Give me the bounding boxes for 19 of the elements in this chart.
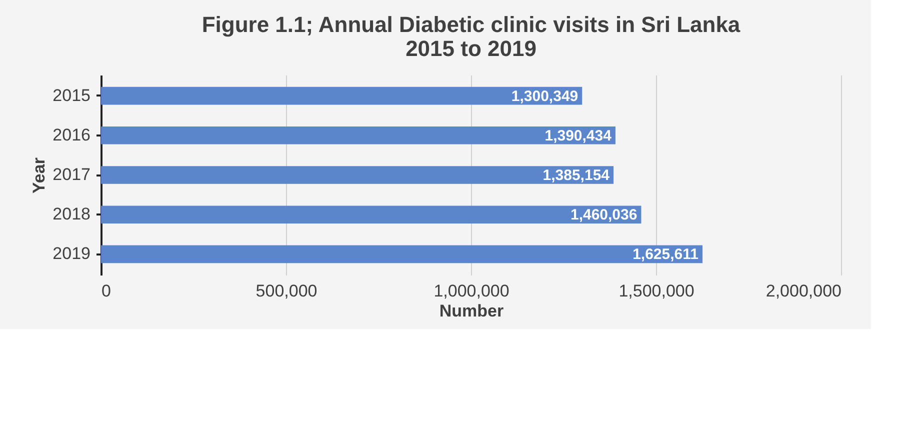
data-label: 1,385,154	[542, 167, 610, 184]
data-label: 1,300,349	[511, 88, 578, 105]
data-label: 1,390,434	[544, 127, 612, 144]
x-tick-label: 500,000	[256, 282, 318, 300]
data-label: 1,625,611	[632, 246, 698, 264]
y-tick-label: 2018	[52, 204, 90, 224]
y-tick-label: 2015	[52, 86, 90, 105]
y-tick-label: 2017	[52, 165, 90, 184]
text: Figure 1.1; Annual Diabetic clinic visits in Sri Lanka	[202, 12, 740, 37]
y-axis-title: Year	[30, 157, 49, 194]
y-tick-label: 2016	[52, 125, 90, 144]
text: 2015 to 2019	[406, 36, 536, 61]
x-tick-label: 2,000,000	[766, 282, 842, 300]
x-tick-label: 1,500,000	[618, 282, 694, 300]
x-tick-label: 0	[102, 282, 111, 300]
x-axis-title: Number	[439, 302, 504, 320]
y-tick-label: 2019	[52, 244, 90, 264]
x-tick-label: 1,000,000	[434, 282, 510, 300]
data-label: 1,460,036	[570, 206, 638, 224]
